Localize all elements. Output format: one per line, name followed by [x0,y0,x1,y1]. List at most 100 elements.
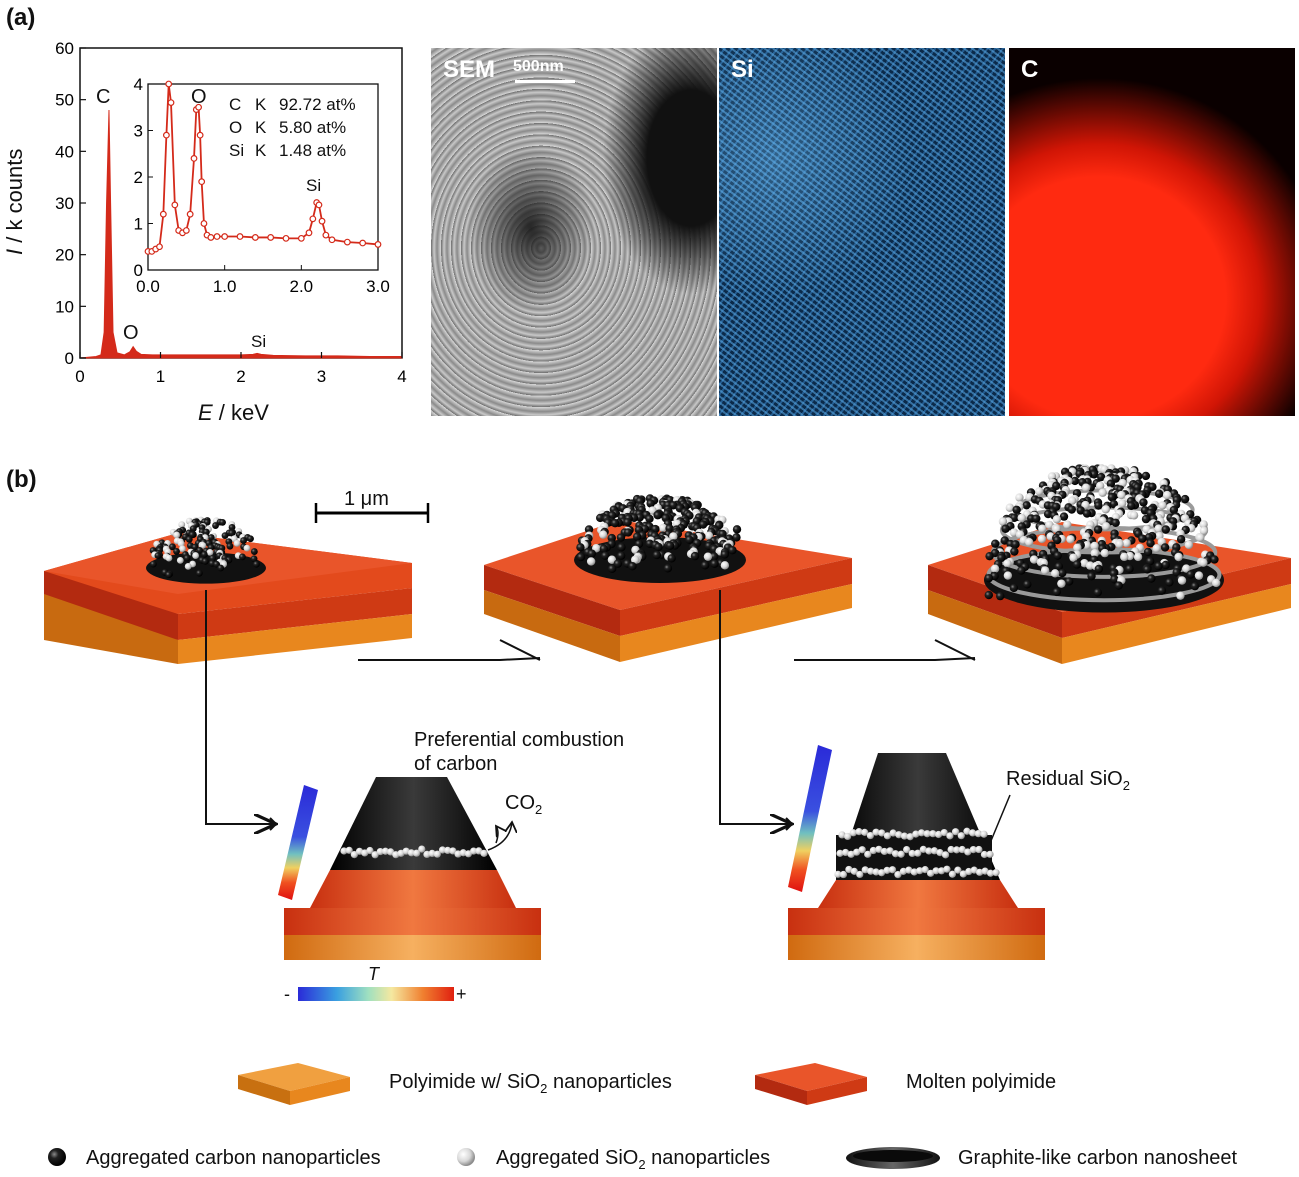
panel-a-label: (a) [6,4,36,31]
carbon-particle [1010,513,1019,522]
inset-data-point [186,210,194,218]
sio2-particle [906,833,914,841]
carbon-particle [632,532,642,541]
inset-data-point [165,80,173,88]
sio2-particle [838,831,846,839]
carbon-particle [189,525,197,533]
sio2-particle [905,866,913,874]
carbon-particle [200,551,208,558]
sio2-particle [1090,541,1099,551]
composition-table: C K 92.72 at% O K 5.80 at% Si K 1.48 at% [229,93,356,162]
y-tick-label: 60 [55,39,74,58]
sio2-particle [1050,569,1060,578]
carbon-particle [1165,578,1174,587]
legend-sio2-b: nanoparticles [645,1147,771,1169]
sem-image: SEM 500nm [431,48,717,416]
sio2-particle [980,830,988,838]
sio2-particle [936,849,944,857]
sio2-particle [990,564,1000,573]
legend-nanosheet-icon [846,1147,940,1169]
inset-data-point [182,227,190,234]
sio2-particle [1174,552,1183,562]
sio2-particle [199,542,207,549]
sio2-particle [976,868,984,876]
sio2-particle [176,556,184,564]
sio2-particle [864,850,872,858]
sio2-particle [992,869,1000,877]
carbon-particle [1017,566,1026,575]
inset-data-point [190,154,198,162]
legend-sio2-text: Aggregated SiO2 nanoparticles [496,1147,770,1172]
carbon-particle [1154,561,1163,571]
sio2-particle [919,845,927,853]
carbon-particle [1141,514,1151,524]
x-tick-label: 4 [397,367,406,386]
sio2-particle [878,829,886,837]
scale-bar-1um [314,503,430,523]
sio2-particle [1098,488,1107,497]
inset-data-point [328,236,336,244]
inset-plot-frame [147,83,379,271]
legend-carbon-particle-icon [48,1148,66,1166]
inset-data-point [374,241,382,248]
sio2-particle [1129,511,1139,520]
sio2-particle [877,869,886,877]
composition-row-o: O K 5.80 at% [229,116,356,139]
sio2-particle [607,555,617,564]
carbon-particle [1053,535,1062,545]
stage-connector-2 [794,639,976,661]
sio2-particle [923,830,931,838]
stage-connector-1 [358,639,541,661]
peak-label-o: O [123,322,139,344]
legend-polyimide-a: Polyimide w/ SiO [389,1071,541,1093]
inset-data-point [315,201,323,209]
inset-y-tick-label: 2 [134,168,143,187]
legend-molten-icon [755,1063,867,1105]
dome-base [146,552,266,584]
carbon-particle [1180,494,1190,504]
sio2-particle [861,866,869,874]
sio2-particle [897,850,905,858]
slab-stage-1 [44,533,412,664]
sio2-particle [1184,540,1194,550]
y-tick-label: 0 [65,349,74,368]
sio2-particle [886,847,894,855]
sio2-particle [418,845,426,853]
carbon-particle [685,535,694,545]
inset-peak-label-o: O [191,86,207,108]
sio2-particle [1199,526,1209,535]
inset-data-point [196,131,204,139]
legend-polyimide-text: Polyimide w/ SiO2 nanoparticles [389,1071,672,1096]
carbon-particle [165,571,173,579]
sio2-particle [586,557,596,566]
inset-data-point [159,210,167,218]
carbon-particle [996,591,1005,601]
carbon-particle [185,535,193,543]
carbon-particle [1110,575,1119,584]
sio2-particle [376,847,384,856]
carbon-particle [1023,580,1032,589]
sio2-particle [470,847,478,855]
carbon-particle [623,518,632,527]
inset-data-point [305,229,313,237]
sio2-particle [850,867,858,875]
carbon-particle [1160,543,1170,552]
carbon-particle [228,529,236,537]
sio2-particle [853,848,861,856]
carbon-particle [652,550,662,560]
sio2-particle [1152,544,1161,553]
sio2-particle [888,866,897,874]
sio2-particle [964,848,972,856]
carbon-particle [690,551,700,561]
sio2-particle [916,867,924,875]
sio2-particle [981,867,989,875]
peak-label-si: Si [251,332,267,351]
sio2-particle [943,865,951,873]
cross-section-1 [278,777,541,960]
sio2-particle [908,849,916,858]
carbon-particle [1011,540,1020,549]
carbon-particle [1114,581,1123,590]
sem-label: SEM [443,56,496,83]
